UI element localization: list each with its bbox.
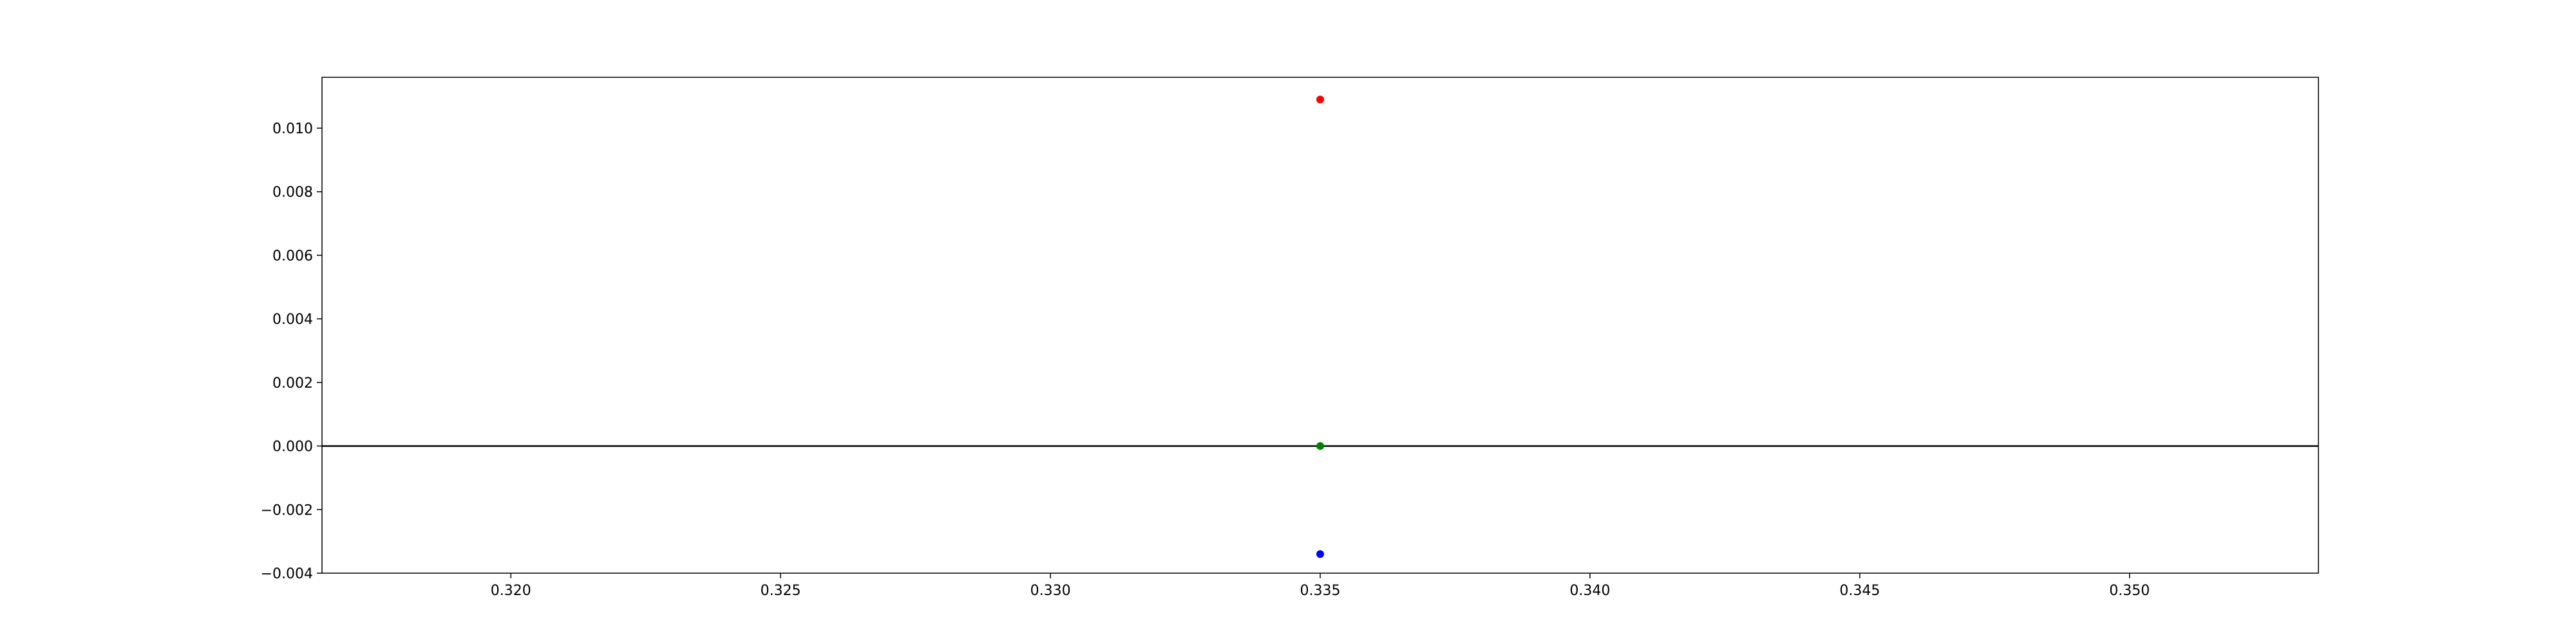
y-tick-label: 0.000 — [272, 439, 313, 455]
y-tick-label: −0.002 — [261, 502, 313, 518]
x-tick-label: 0.320 — [491, 583, 531, 599]
data-point — [1316, 95, 1324, 104]
y-tick-label: 0.002 — [272, 375, 313, 392]
y-tick-label: 0.006 — [272, 248, 313, 264]
data-points — [1316, 95, 1324, 558]
x-tick-label: 0.325 — [761, 583, 801, 599]
plot-frame — [321, 77, 2319, 574]
plot-background — [322, 77, 2318, 573]
x-tick-label: 0.330 — [1030, 583, 1071, 599]
y-tick-label: 0.010 — [272, 121, 313, 137]
x-axis-ticks: 0.320 0.325 0.330 0.335 0.340 0.345 0.350 — [491, 573, 2150, 599]
x-tick-label: 0.350 — [2109, 583, 2150, 599]
y-axis-ticks: −0.004 −0.002 0.000 0.002 0.004 0.006 0.008 0.0… — [261, 121, 322, 582]
x-tick-label: 0.335 — [1300, 583, 1341, 599]
data-point — [1316, 442, 1324, 450]
x-tick-label: 0.340 — [1569, 583, 1610, 599]
y-tick-label: 0.004 — [272, 312, 313, 328]
y-tick-label: 0.008 — [272, 185, 313, 201]
x-tick-label: 0.345 — [1839, 583, 1880, 599]
data-point — [1316, 550, 1324, 558]
y-tick-label: −0.004 — [261, 566, 313, 582]
